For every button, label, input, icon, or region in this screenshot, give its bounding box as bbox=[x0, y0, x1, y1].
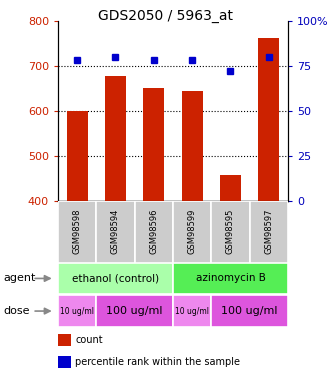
Bar bbox=[173, 295, 211, 327]
Text: azinomycin B: azinomycin B bbox=[196, 273, 265, 284]
Text: GDS2050 / 5963_at: GDS2050 / 5963_at bbox=[98, 9, 233, 23]
Bar bbox=[250, 201, 288, 262]
Bar bbox=[173, 262, 288, 294]
Text: 100 ug/ml: 100 ug/ml bbox=[221, 306, 278, 316]
Text: percentile rank within the sample: percentile rank within the sample bbox=[75, 357, 240, 367]
Bar bbox=[58, 356, 71, 368]
Bar bbox=[211, 201, 250, 262]
Text: GSM98594: GSM98594 bbox=[111, 209, 120, 254]
Bar bbox=[135, 201, 173, 262]
Text: GSM98599: GSM98599 bbox=[188, 209, 197, 254]
Text: GSM98595: GSM98595 bbox=[226, 209, 235, 254]
Bar bbox=[58, 262, 173, 294]
Text: dose: dose bbox=[3, 306, 30, 316]
Text: GSM98598: GSM98598 bbox=[72, 209, 82, 254]
Bar bbox=[58, 295, 96, 327]
Bar bbox=[67, 111, 88, 201]
Text: count: count bbox=[75, 335, 103, 345]
Bar bbox=[143, 88, 164, 201]
Text: 10 ug/ml: 10 ug/ml bbox=[175, 307, 209, 316]
Bar bbox=[173, 201, 211, 262]
Bar bbox=[58, 334, 71, 346]
Text: 10 ug/ml: 10 ug/ml bbox=[60, 307, 94, 316]
Bar bbox=[58, 201, 96, 262]
Bar bbox=[220, 175, 241, 201]
Bar bbox=[96, 295, 173, 327]
Text: ethanol (control): ethanol (control) bbox=[72, 273, 159, 284]
Text: agent: agent bbox=[3, 273, 36, 284]
Bar bbox=[96, 201, 135, 262]
Text: 100 ug/ml: 100 ug/ml bbox=[106, 306, 163, 316]
Text: GSM98596: GSM98596 bbox=[149, 209, 158, 254]
Bar bbox=[258, 38, 279, 201]
Bar bbox=[105, 75, 126, 201]
Text: GSM98597: GSM98597 bbox=[264, 209, 273, 254]
Bar bbox=[211, 295, 288, 327]
Bar bbox=[182, 91, 203, 201]
